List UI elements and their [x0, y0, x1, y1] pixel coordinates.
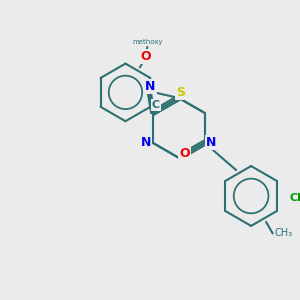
Text: S: S: [176, 86, 185, 99]
Text: C: C: [152, 100, 160, 110]
Text: Cl: Cl: [290, 193, 300, 203]
Text: methoxy: methoxy: [132, 39, 163, 45]
Text: CH₃: CH₃: [275, 228, 293, 239]
Text: O: O: [179, 147, 190, 161]
Text: O: O: [140, 50, 151, 63]
Text: N: N: [206, 136, 216, 149]
Text: N: N: [141, 136, 151, 149]
Text: N: N: [145, 80, 156, 93]
